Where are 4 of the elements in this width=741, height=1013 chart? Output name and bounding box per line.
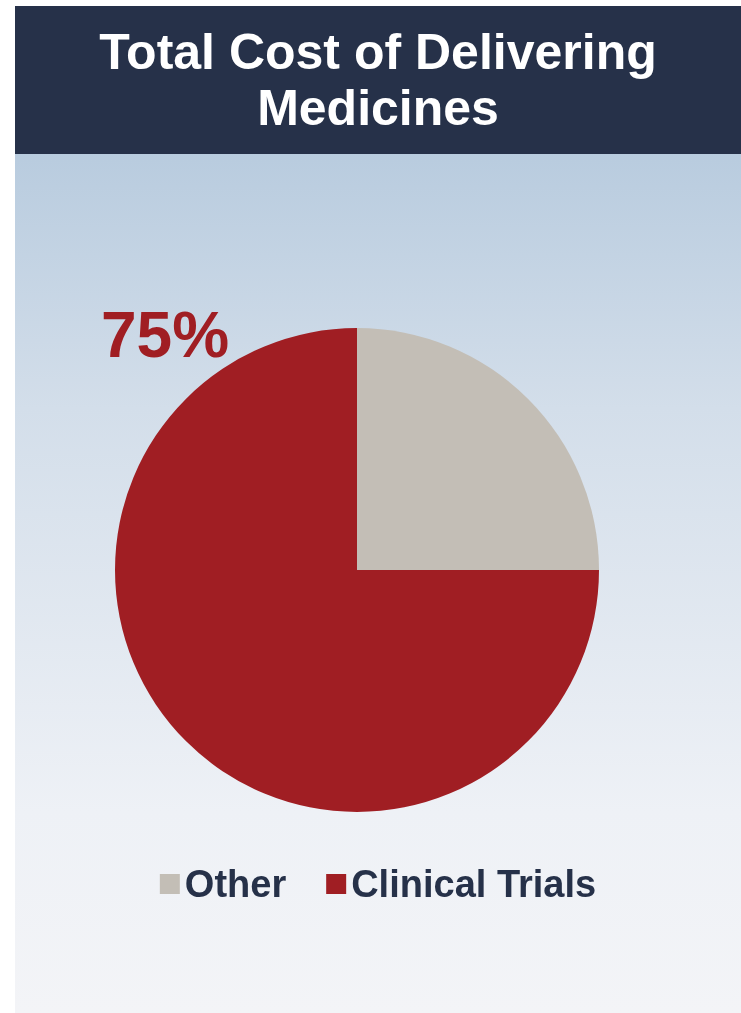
chart-title: Total Cost of Delivering Medicines — [15, 6, 741, 154]
legend-label: Clinical Trials — [351, 863, 597, 905]
legend-label: Other — [184, 863, 287, 905]
data-label: 75% — [101, 299, 230, 372]
